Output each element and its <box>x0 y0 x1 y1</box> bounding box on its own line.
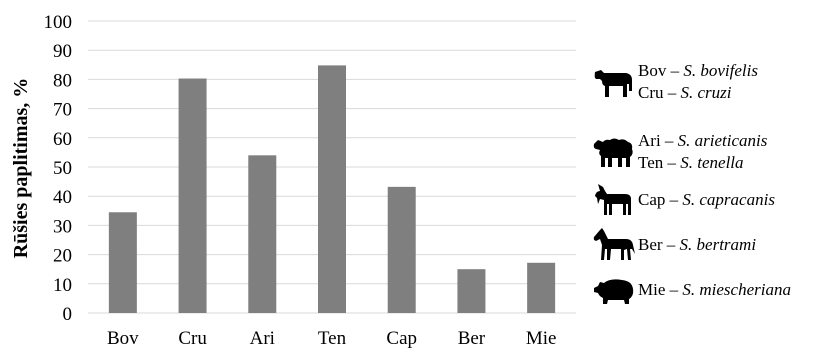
legend-entry-bov: Bov – S. bovifelis <box>638 61 758 80</box>
x-category-label: Cru <box>178 328 207 348</box>
y-tick-label: 90 <box>53 41 72 62</box>
bar-bov <box>108 212 137 313</box>
bar-chart: 0 10 20 30 40 50 60 70 80 90 100 Bov Cru Ari Ten Cap Be… <box>10 12 576 348</box>
x-category-label: Ber <box>458 328 486 348</box>
legend-entry-cap: Cap – S. capracanis <box>638 190 775 209</box>
y-tick-label: 40 <box>53 187 72 208</box>
bar-ten <box>318 65 346 313</box>
legend-entry-cru: Cru – S. cruzi <box>638 83 732 102</box>
y-tick-label: 60 <box>53 129 72 150</box>
sheep-icon <box>593 138 633 167</box>
x-category-label: Ten <box>318 328 347 348</box>
legend-entry-ber: Ber – S. bertrami <box>638 235 757 254</box>
bar-ber <box>457 269 486 313</box>
pig-icon <box>594 279 634 304</box>
legend-entry-mie: Mie – S. miescheriana <box>638 280 791 299</box>
legend-entry-ari: Ari – S. arieticanis <box>638 131 768 150</box>
y-tick-label: 20 <box>53 246 72 267</box>
legend-entry-ten: Ten – S. tenella <box>638 153 744 172</box>
x-category-label: Mie <box>526 328 557 348</box>
legend-group-cattle: Bov – S. bovifelis Cru – S. cruzi <box>592 60 758 104</box>
legend-group-sheep: Ari – S. arieticanis Ten – S. tenella <box>592 130 767 174</box>
legend-group-goat: Cap – S. capracanis <box>592 182 775 218</box>
y-tick-label: 0 <box>63 304 73 325</box>
bar-cap <box>387 186 416 313</box>
y-tick-label: 80 <box>53 70 72 91</box>
x-axis-categories: Bov Cru Ari Ten Cap Ber Mie <box>107 328 556 348</box>
bars <box>108 65 556 313</box>
y-axis-ticks: 0 10 20 30 40 50 60 70 80 90 100 <box>44 12 73 325</box>
y-tick-label: 50 <box>53 158 72 179</box>
y-tick-label: 100 <box>44 12 73 33</box>
x-category-label: Bov <box>107 328 139 348</box>
y-axis-label: Rūšies paplitimas, % <box>10 78 32 259</box>
horse-icon <box>593 228 635 260</box>
y-tick-label: 10 <box>53 275 72 296</box>
legend: Bov – S. bovifelis Cru – S. cruzi Ari – … <box>592 60 824 310</box>
cow-icon <box>594 70 632 97</box>
legend-group-horse: Ber – S. bertrami <box>592 227 756 263</box>
x-category-label: Ari <box>250 328 275 348</box>
y-tick-label: 70 <box>53 100 72 121</box>
y-tick-label: 30 <box>53 216 72 237</box>
x-category-label: Cap <box>386 328 417 348</box>
bar-mie <box>527 262 556 313</box>
bar-ari <box>248 155 277 313</box>
bar-cru <box>178 78 207 313</box>
goat-icon <box>595 184 631 215</box>
legend-group-pig: Mie – S. miescheriana <box>592 272 791 308</box>
